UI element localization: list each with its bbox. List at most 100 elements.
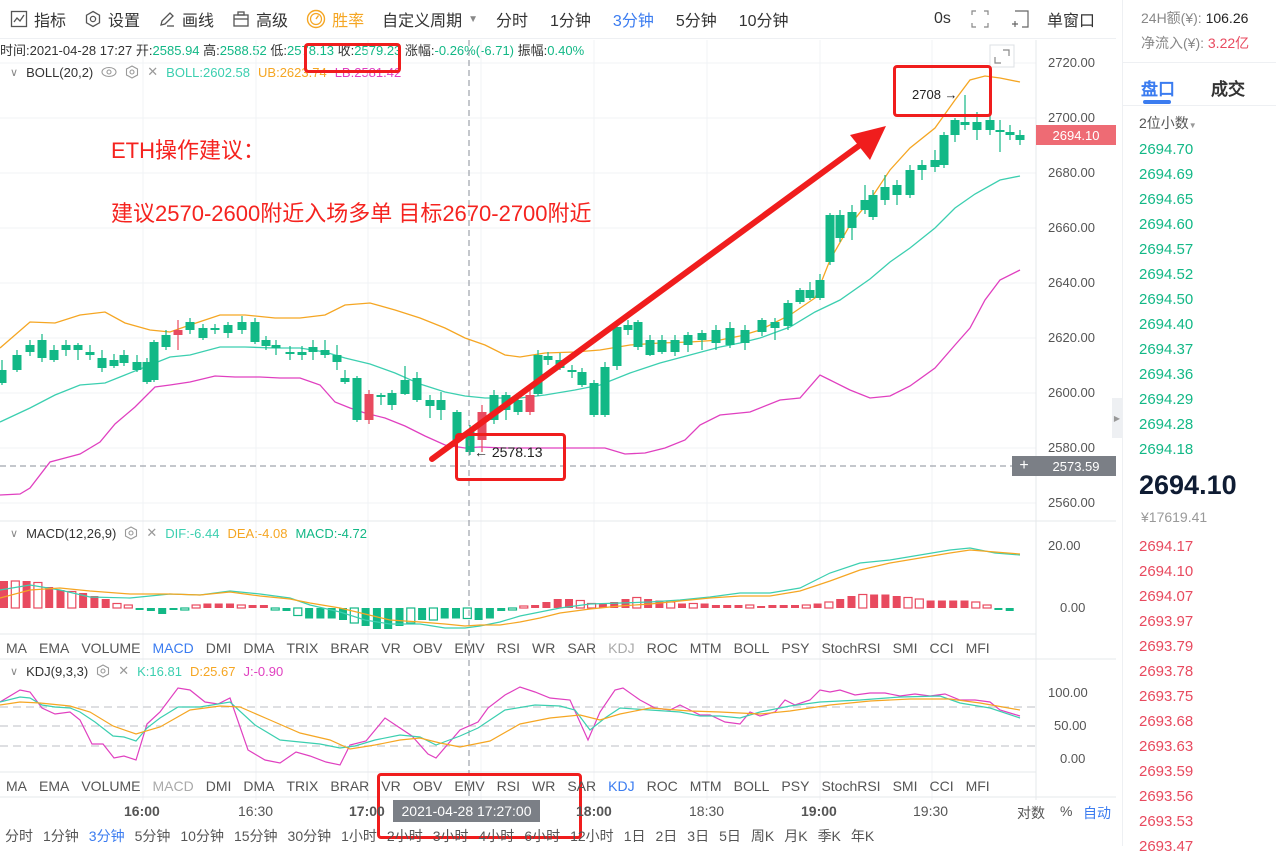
indicator-tab-trix[interactable]: TRIX [286, 640, 319, 656]
ask-price-row[interactable]: 2694.50 [1139, 291, 1194, 308]
indicator-tab-dmi[interactable]: DMI [205, 778, 232, 794]
indicator-tab-ma[interactable]: MA [6, 640, 27, 656]
bid-price-row[interactable]: 2693.47 [1139, 838, 1194, 855]
indicator-tab-rsi[interactable]: RSI [496, 778, 521, 794]
single-window-button[interactable]: 单窗口 [1047, 13, 1096, 30]
indicator-tab-cci[interactable]: CCI [929, 778, 954, 794]
indicator-tab-mfi[interactable]: MFI [965, 778, 990, 794]
indicator-tab-macd[interactable]: MACD [152, 640, 194, 656]
collapse-chevron-icon[interactable]: ∨ [10, 665, 19, 678]
indicator-tab-boll[interactable]: BOLL [733, 778, 770, 794]
bottom-period-tab[interactable]: 12小时 [570, 828, 614, 844]
indicator-tab-wr[interactable]: WR [532, 640, 556, 656]
tab-trades[interactable]: 成交 [1211, 80, 1245, 99]
ask-price-row[interactable]: 2694.29 [1139, 391, 1194, 408]
settings-button[interactable]: 设置 [84, 7, 140, 31]
indicator-tab-brar[interactable]: BRAR [330, 778, 370, 794]
indicator-tab-stochrsi[interactable]: StochRSI [821, 640, 881, 656]
bottom-period-tab[interactable]: 4小时 [478, 828, 515, 844]
indicator-tab-dma[interactable]: DMA [243, 778, 275, 794]
bottom-period-tab[interactable]: 季K [817, 828, 841, 844]
winrate-button[interactable]: 胜率 [306, 7, 364, 31]
gear-icon[interactable] [96, 664, 110, 678]
bottom-period-tab[interactable]: 1分钟 [43, 828, 79, 844]
indicator-tab-dmi[interactable]: DMI [205, 640, 232, 656]
bid-price-row[interactable]: 2693.75 [1139, 688, 1194, 705]
price-chart[interactable] [0, 0, 1116, 800]
bottom-period-tab[interactable]: 2小时 [386, 828, 423, 844]
bid-price-row[interactable]: 2693.79 [1139, 638, 1194, 655]
period-tab-fenshi[interactable]: 分时 [496, 13, 529, 30]
indicator-tab-vr[interactable]: VR [381, 640, 401, 656]
close-icon[interactable]: ✕ [118, 663, 130, 678]
bottom-period-tab[interactable]: 15分钟 [233, 828, 278, 844]
log-scale-toggle[interactable]: 对数 [1017, 805, 1045, 821]
bottom-period-tab[interactable]: 年K [850, 828, 875, 844]
collapse-chevron-icon[interactable]: ∨ [10, 527, 19, 540]
eye-icon[interactable] [101, 66, 117, 78]
bid-price-row[interactable]: 2693.78 [1139, 663, 1194, 680]
indicator-tab-emv[interactable]: EMV [454, 640, 485, 656]
ask-price-row[interactable]: 2694.70 [1139, 141, 1194, 158]
indicator-tab-psy[interactable]: PSY [781, 778, 810, 794]
close-icon[interactable]: ✕ [147, 64, 159, 79]
indicator-button[interactable]: 指标 [10, 7, 66, 31]
bid-price-row[interactable]: 2693.97 [1139, 613, 1194, 630]
bid-price-row[interactable]: 2693.56 [1139, 788, 1194, 805]
ask-price-row[interactable]: 2694.18 [1139, 441, 1194, 458]
ask-price-row[interactable]: 2694.28 [1139, 416, 1194, 433]
bottom-period-tab[interactable]: 月K [784, 828, 808, 844]
indicator-tab-obv[interactable]: OBV [412, 640, 443, 656]
ask-price-row[interactable]: 2694.52 [1139, 266, 1194, 283]
period-tab-3min[interactable]: 3分钟 [612, 13, 654, 30]
add-window-icon[interactable] [1010, 9, 1030, 29]
indicator-tab-mfi[interactable]: MFI [965, 640, 990, 656]
ask-price-row[interactable]: 2694.37 [1139, 341, 1194, 358]
bottom-period-tab[interactable]: 周K [750, 828, 775, 844]
bid-price-row[interactable]: 2693.68 [1139, 713, 1194, 730]
indicator-tab-sar[interactable]: SAR [567, 640, 597, 656]
indicator-tab-volume[interactable]: VOLUME [81, 778, 141, 794]
gear-icon[interactable] [125, 65, 139, 79]
advanced-button[interactable]: 高级 [232, 7, 288, 31]
ask-price-row[interactable]: 2694.65 [1139, 191, 1194, 208]
indicator-tab-smi[interactable]: SMI [892, 640, 918, 656]
indicator-tab-smi[interactable]: SMI [892, 778, 918, 794]
bid-price-row[interactable]: 2693.59 [1139, 763, 1194, 780]
indicator-tab-ema[interactable]: EMA [39, 640, 70, 656]
indicator-tab-kdj[interactable]: KDJ [608, 640, 635, 656]
decimals-dropdown[interactable]: 2位小数▼ [1139, 113, 1197, 133]
chart-expand-icon[interactable] [989, 44, 1015, 68]
indicator-tab-stochrsi[interactable]: StochRSI [821, 778, 881, 794]
draw-button[interactable]: 画线 [158, 7, 214, 31]
bottom-period-tab[interactable]: 2日 [655, 828, 678, 844]
period-tab-10min[interactable]: 10分钟 [738, 13, 789, 30]
bid-price-row[interactable]: 2693.53 [1139, 813, 1194, 830]
ask-price-row[interactable]: 2694.60 [1139, 216, 1194, 233]
period-tab-5min[interactable]: 5分钟 [675, 13, 717, 30]
indicator-tab-vr[interactable]: VR [381, 778, 401, 794]
collapse-chevron-icon[interactable]: ∨ [10, 66, 19, 79]
indicator-tab-sar[interactable]: SAR [567, 778, 597, 794]
bottom-period-tab[interactable]: 3分钟 [88, 828, 125, 844]
ask-price-row[interactable]: 2694.36 [1139, 366, 1194, 383]
indicator-tab-trix[interactable]: TRIX [286, 778, 319, 794]
indicator-tab-roc[interactable]: ROC [646, 778, 678, 794]
bottom-period-tab[interactable]: 3日 [687, 828, 710, 844]
indicator-tab-mtm[interactable]: MTM [689, 778, 722, 794]
indicator-tab-emv[interactable]: EMV [454, 778, 485, 794]
tab-orderbook[interactable]: 盘口 [1141, 80, 1175, 99]
ask-price-row[interactable]: 2694.57 [1139, 241, 1194, 258]
add-alert-plus-icon[interactable]: + [1012, 456, 1036, 476]
ask-price-row[interactable]: 2694.40 [1139, 316, 1194, 333]
indicator-tab-ema[interactable]: EMA [39, 778, 70, 794]
indicator-tab-kdj[interactable]: KDJ [608, 778, 635, 794]
close-icon[interactable]: ✕ [146, 525, 158, 540]
period-tab-1min[interactable]: 1分钟 [550, 13, 591, 30]
indicator-tab-boll[interactable]: BOLL [733, 640, 770, 656]
bottom-period-tab[interactable]: 6小时 [524, 828, 561, 844]
bottom-period-tab[interactable]: 10分钟 [180, 828, 224, 844]
indicator-tab-roc[interactable]: ROC [646, 640, 678, 656]
bid-price-row[interactable]: 2693.63 [1139, 738, 1194, 755]
panel-collapse-handle[interactable]: ▶ [1112, 398, 1122, 438]
